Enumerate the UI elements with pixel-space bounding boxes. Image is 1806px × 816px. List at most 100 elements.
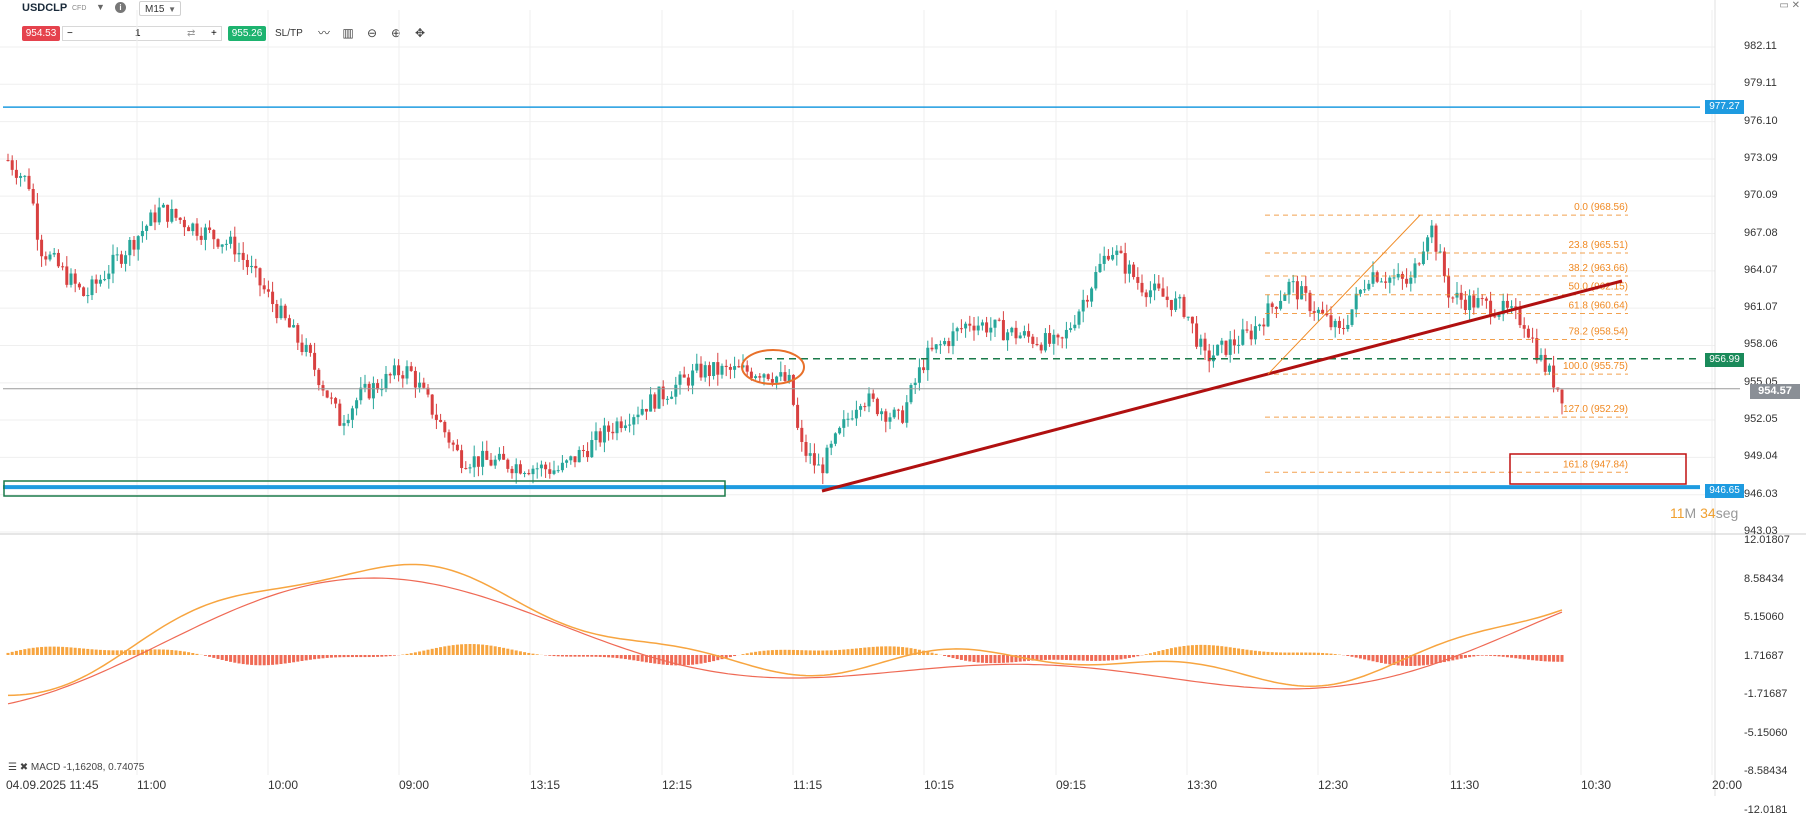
candle-body [1023, 331, 1026, 335]
candle-body [464, 468, 467, 469]
macd-histogram-bar [729, 655, 732, 657]
macd-histogram-bar [763, 651, 766, 655]
macd-histogram-bar [851, 649, 854, 655]
candle-body [998, 320, 1001, 321]
candle-body [775, 377, 778, 383]
candle-body [880, 411, 883, 414]
macd-histogram-bar [280, 655, 283, 664]
macd-histogram-bar [170, 650, 173, 655]
macd-histogram-bar [1086, 655, 1089, 661]
candle-body [1220, 341, 1223, 345]
candle-body [884, 411, 887, 421]
candle-body [670, 397, 673, 399]
candle-body [679, 375, 682, 385]
candle-body [1359, 290, 1362, 294]
candle-body [1485, 299, 1488, 301]
candle-body [1561, 390, 1564, 404]
candle-body [1317, 310, 1320, 313]
macd-histogram-bar [704, 655, 707, 663]
macd-histogram-bar [1330, 654, 1333, 655]
macd-histogram-bar [1237, 648, 1240, 655]
candle-body [536, 468, 539, 469]
candle-body [1094, 272, 1097, 288]
macd-histogram-bar [834, 650, 837, 655]
macd-histogram-bar [742, 654, 745, 655]
candle-body [456, 445, 459, 450]
macd-histogram-bar [1523, 655, 1526, 659]
candle-body [1493, 316, 1496, 317]
candle-body [658, 387, 661, 409]
candle-body [1254, 326, 1257, 339]
candle-body [1241, 329, 1244, 344]
macd-histogram-bar [368, 655, 371, 657]
candle-body [540, 465, 543, 469]
candle-body [821, 464, 824, 473]
candle-body [1346, 325, 1349, 329]
candle-body [1372, 272, 1375, 284]
macd-histogram-bar [1258, 651, 1261, 655]
macd-histogram-bar [351, 655, 354, 657]
macd-histogram-bar [1174, 647, 1177, 655]
candle-body [506, 460, 509, 469]
candle-body [288, 318, 291, 327]
candle-body [1048, 333, 1051, 344]
macd-histogram-bar [1178, 647, 1181, 655]
macd-histogram-bar [1187, 646, 1190, 655]
macd-histogram-bar [511, 650, 514, 655]
price-axis-label: 946.03 [1744, 488, 1778, 500]
candle-body [86, 295, 89, 296]
candle-body [1044, 333, 1047, 350]
price-axis-label: 967.08 [1744, 227, 1778, 239]
price-chart[interactable]: 0.0 (968.56)23.8 (965.51)38.2 (963.66)50… [0, 0, 1806, 796]
candle-body [901, 410, 904, 422]
macd-histogram-bar [44, 647, 47, 655]
macd-histogram-bar [569, 655, 572, 657]
candle-body [1149, 290, 1152, 297]
macd-histogram-bar [334, 655, 337, 657]
macd-histogram-bar [473, 644, 476, 655]
macd-histogram-bar [1313, 653, 1316, 655]
macd-histogram-bar [410, 653, 413, 655]
macd-histogram-bar [616, 655, 619, 658]
macd-histogram-bar [1149, 653, 1152, 655]
macd-histogram-bar [1481, 655, 1484, 656]
candle-body [401, 375, 404, 378]
candle-body [1430, 226, 1433, 238]
candle-body [1258, 325, 1261, 327]
macd-histogram-bar [196, 654, 199, 655]
macd-histogram-bar [1519, 655, 1522, 659]
macd-line [8, 565, 1562, 696]
price-axis-label: 961.07 [1744, 301, 1778, 313]
candle-body [1250, 331, 1253, 340]
macd-histogram-bar [259, 655, 262, 665]
time-axis-label: 20:00 [1712, 778, 1742, 792]
candle-body [133, 240, 136, 250]
candle-body [1309, 293, 1312, 311]
macd-histogram-bar [943, 655, 946, 656]
macd-histogram-bar [960, 655, 963, 660]
candle-body [187, 227, 190, 231]
macd-histogram-bar [1346, 655, 1349, 656]
candle-body [364, 384, 367, 388]
candle-body [1393, 277, 1396, 278]
candle-body [624, 425, 627, 428]
candle-body [532, 469, 535, 474]
macd-histogram-bar [175, 650, 178, 655]
candle-body [960, 328, 963, 329]
macd-histogram-bar [1397, 655, 1400, 665]
candle-body [1405, 279, 1408, 284]
candle-body [15, 170, 18, 178]
macd-histogram-bar [91, 649, 94, 655]
candle-body [595, 431, 598, 440]
time-axis-label: 10:15 [924, 778, 954, 792]
macd-histogram-bar [1048, 655, 1051, 660]
macd-histogram-bar [1380, 655, 1383, 663]
macd-histogram-bar [893, 646, 896, 655]
macd-histogram-bar [855, 648, 858, 655]
macd-histogram-bar [1057, 655, 1060, 660]
macd-histogram-bar [1304, 653, 1307, 655]
candle-body [683, 375, 686, 378]
macd-axis-label: 5.15060 [1744, 611, 1784, 623]
timer-sec-unit: seg [1716, 505, 1739, 521]
candle-body [494, 460, 497, 466]
